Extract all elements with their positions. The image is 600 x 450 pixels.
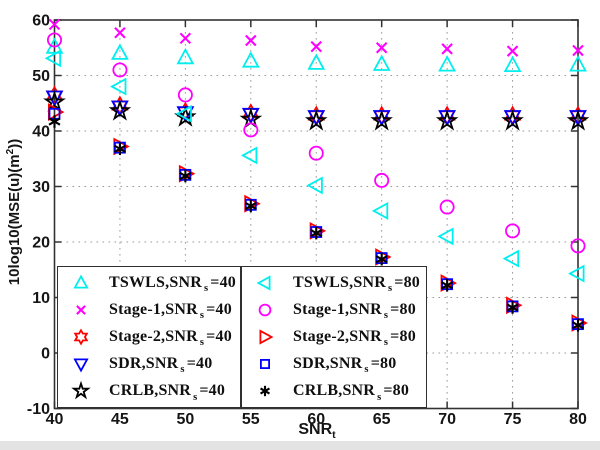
legend-entry-label: SDR,SNR s =40: [109, 355, 213, 376]
legend-entry-label: TSWLS,SNR s =40: [109, 273, 236, 294]
x-tick-label: 45: [111, 411, 129, 428]
legend-entry-stage2-snr40: Stage-2,SNR s =40: [58, 325, 240, 349]
series-crlb-snr80: [48, 115, 584, 332]
x-tick-label: 65: [373, 411, 391, 428]
series-stage1-snr40: [48, 18, 584, 57]
triangle-right-marker-icon: [259, 329, 274, 345]
y-tick-label: 50: [32, 68, 50, 85]
x-tick-label: 55: [242, 411, 260, 428]
legend-entry-label: CRLB,SNR s =40: [109, 382, 226, 403]
legend-entry-stage1-snr80: Stage-1,SNR s =80: [242, 298, 426, 322]
square-marker-icon: [259, 359, 270, 370]
y-tick-label: 60: [32, 13, 50, 30]
y-tick-label: 0: [41, 346, 50, 363]
legend-entry-tswls-snr40: TSWLS,SNR s =40: [58, 271, 240, 295]
asterisk-marker-icon: [260, 386, 270, 397]
legend-entry-label: CRLB,SNR s =80: [293, 382, 410, 403]
y-axis-label-superscript: 2: [5, 148, 16, 155]
legend-entry-stage1-snr40: Stage-1,SNR s =40: [58, 298, 240, 322]
pentagram-marker-icon: [71, 381, 91, 400]
y-tick-label: 10: [32, 290, 50, 307]
y-tick-label: -10: [27, 401, 50, 418]
circle-marker-icon: [258, 303, 272, 317]
x-tick-label: 50: [176, 411, 194, 428]
x-axis-label: SNRt: [298, 421, 335, 441]
legend-box-snr40: TSWLS,SNR s =40 Stage-1,SNR s =40 Stage-2,SNR s…: [57, 266, 241, 408]
x-tick-label: 80: [569, 411, 587, 428]
y-tick-label: 30: [32, 179, 50, 196]
y-axis-label-close: )): [6, 138, 23, 149]
x-axis-label-subscript: t: [332, 429, 336, 442]
plot-frame: [53, 19, 579, 410]
x-tick-label: 70: [438, 411, 456, 428]
bottom-margin-strip: [0, 441, 600, 450]
y-axis-label: 10log10(MSE(u)(m2)): [5, 139, 23, 285]
series-tswls-snr80: [44, 49, 585, 283]
x-tick-labels: 40 45 50 55 60 65 70 75 80: [46, 411, 587, 428]
legend-entry-label: SDR,SNR s =80: [293, 355, 397, 376]
x-axis-label-text: SNR: [298, 420, 333, 438]
triangle-down-marker-icon: [73, 358, 89, 373]
legend-entry-label: TSWLS,SNR s =80: [293, 273, 420, 294]
triangle-left-marker-icon: [256, 274, 271, 291]
y-tick-labels: -10 0 10 20 30 40 50 60: [27, 13, 50, 419]
x-marker-icon: [76, 304, 86, 315]
legend-entry-label: Stage-2,SNR s =80: [293, 327, 416, 349]
hexagram-marker-icon: [73, 328, 89, 346]
legend-entry-stage2-snr80: Stage-2,SNR s =80: [242, 325, 426, 349]
x-tick-label: 40: [46, 411, 64, 428]
legend-entry-sdr-snr40: SDR,SNR s =40: [58, 352, 240, 376]
triangle-up-marker-icon: [73, 274, 89, 289]
series-stage1-snr80: [47, 32, 586, 254]
legend-entry-tswls-snr80: TSWLS,SNR s =80: [242, 271, 426, 295]
legend-entry-label: Stage-1,SNR s =40: [109, 300, 232, 321]
y-tick-label: 40: [32, 124, 50, 141]
legend-entry-label: Stage-1,SNR s =80: [293, 300, 416, 321]
legend-entry-sdr-snr80: SDR,SNR s =80: [242, 352, 426, 376]
y-tick-label: 20: [32, 235, 50, 252]
y-axis-label-text: 10log10(MSE(u)(m: [6, 154, 23, 286]
x-tick-label: 75: [504, 411, 522, 428]
x-tick-label: 60: [307, 411, 325, 428]
legend-entry-crlb-snr80: CRLB,SNR s =80: [242, 379, 426, 403]
legend-entry-crlb-snr40: CRLB,SNR s =40: [58, 379, 240, 403]
series-tswls-snr40: [45, 37, 587, 72]
legend-box-snr80: TSWLS,SNR s =80 Stage-1,SNR s =80 Stage-2,SNR s…: [241, 266, 427, 408]
legend-entry-label: Stage-2,SNR s =40: [109, 327, 232, 349]
